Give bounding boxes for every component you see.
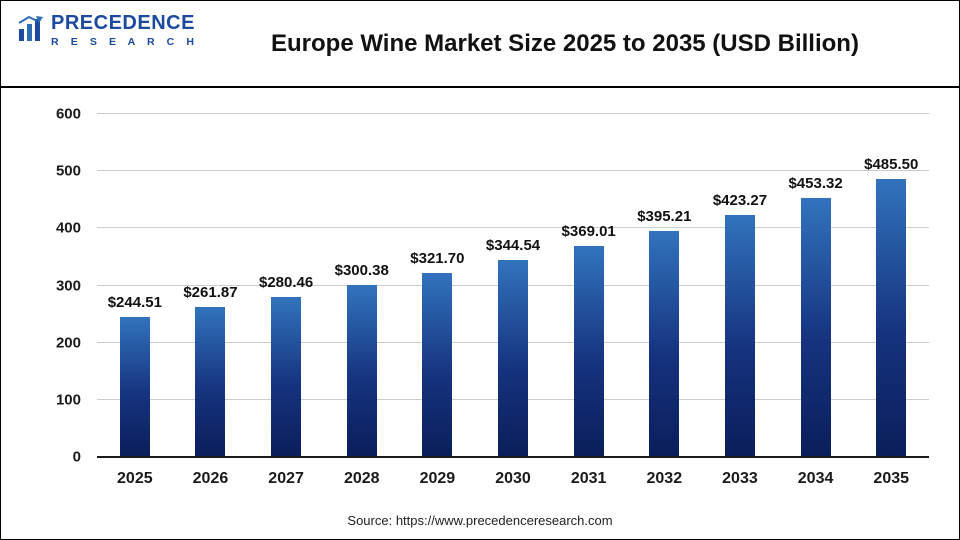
header: PRECEDENCE R E S E A R C H Europe Wine M… xyxy=(1,1,959,88)
bar-column: $244.51 xyxy=(97,114,173,457)
x-axis-labels: 2025 2026 2027 2028 2029 2030 2031 2032 2033 2034… xyxy=(97,457,929,501)
x-tick-label: 2026 xyxy=(192,470,229,487)
logo-line2: R E S E A R C H xyxy=(51,36,199,48)
x-tick-label: 2030 xyxy=(495,470,531,487)
bar-value-label: $261.87 xyxy=(183,284,238,302)
x-tick-label: 2028 xyxy=(343,470,380,487)
x-axis-line xyxy=(97,456,929,458)
x-tick-label: 2029 xyxy=(419,470,456,487)
y-tick-label: 200 xyxy=(55,334,81,352)
bar xyxy=(119,317,150,457)
bars: $244.51 $261.87 $280.46 $300.38 $321.70 $344.… xyxy=(97,114,929,457)
bar-column: $423.27 xyxy=(702,114,778,457)
x-tick-label: 2034 xyxy=(797,470,834,487)
bar-column: $300.38 xyxy=(324,114,400,457)
bar xyxy=(800,197,831,457)
bar-column: $344.54 xyxy=(475,114,551,457)
gridline xyxy=(97,113,929,114)
bar xyxy=(573,246,604,457)
bar-column: $280.46 xyxy=(248,114,324,457)
precedence-logo: PRECEDENCE R E S E A R C H xyxy=(17,13,199,48)
bar-column: $395.21 xyxy=(626,114,702,457)
x-tick-label: 2033 xyxy=(722,470,758,487)
bar-column: $453.32 xyxy=(778,114,854,457)
x-tick-label: 2035 xyxy=(873,470,910,487)
x-tick-label: 2027 xyxy=(268,470,304,487)
source-text: Source: https://www.precedenceresearch.c… xyxy=(347,513,613,528)
gridline xyxy=(97,170,929,172)
bar xyxy=(649,231,680,457)
gridline xyxy=(97,227,929,229)
bar-value-label: $423.27 xyxy=(712,192,768,210)
bar xyxy=(498,260,529,457)
bar-column: $321.70 xyxy=(400,114,476,457)
bar-value-label: $244.51 xyxy=(107,294,162,312)
bar xyxy=(195,307,226,457)
bar-value-label: $369.01 xyxy=(561,223,616,241)
chart-title: Europe Wine Market Size 2025 to 2035 (US… xyxy=(271,29,859,57)
plot-area: $244.51 $261.87 $280.46 $300.38 $321.70 $344.… xyxy=(97,113,929,458)
y-axis-labels: 0 100 200 300 400 500 600 xyxy=(1,106,93,466)
logo-line1: PRECEDENCE xyxy=(51,12,195,34)
bar xyxy=(271,296,302,457)
y-tick-label: 400 xyxy=(55,219,81,237)
bar-value-label: $321.70 xyxy=(410,250,465,268)
y-tick-label: 100 xyxy=(55,391,81,409)
logo-text: PRECEDENCE R E S E A R C H xyxy=(51,13,199,48)
bar-column: $369.01 xyxy=(551,114,627,457)
bar-value-label: $453.32 xyxy=(788,174,843,192)
bar xyxy=(422,273,453,457)
x-tick-label: 2032 xyxy=(646,470,683,487)
y-tick-label: 600 xyxy=(55,105,81,123)
y-tick-label: 500 xyxy=(55,162,81,180)
bar-value-label: $300.38 xyxy=(334,262,389,280)
logo-bar-chart-icon xyxy=(17,13,45,48)
y-tick-label: 0 xyxy=(72,448,81,466)
bar xyxy=(724,215,755,457)
bar-column: $485.50 xyxy=(853,114,929,457)
bar xyxy=(346,285,377,457)
y-tick-label: 300 xyxy=(55,277,81,294)
bar-value-label: $485.50 xyxy=(864,156,919,174)
bar-column: $261.87 xyxy=(173,114,249,457)
bar xyxy=(876,179,907,457)
bar-value-label: $344.54 xyxy=(485,237,541,255)
bar-value-label: $280.46 xyxy=(258,273,314,291)
x-tick-label: 2025 xyxy=(117,470,153,487)
x-tick-label: 2031 xyxy=(570,470,607,487)
chart-area: 0 100 200 300 400 500 600 $244.51 $261.87 $280.4… xyxy=(1,90,959,539)
bar-value-label: $395.21 xyxy=(637,208,692,226)
